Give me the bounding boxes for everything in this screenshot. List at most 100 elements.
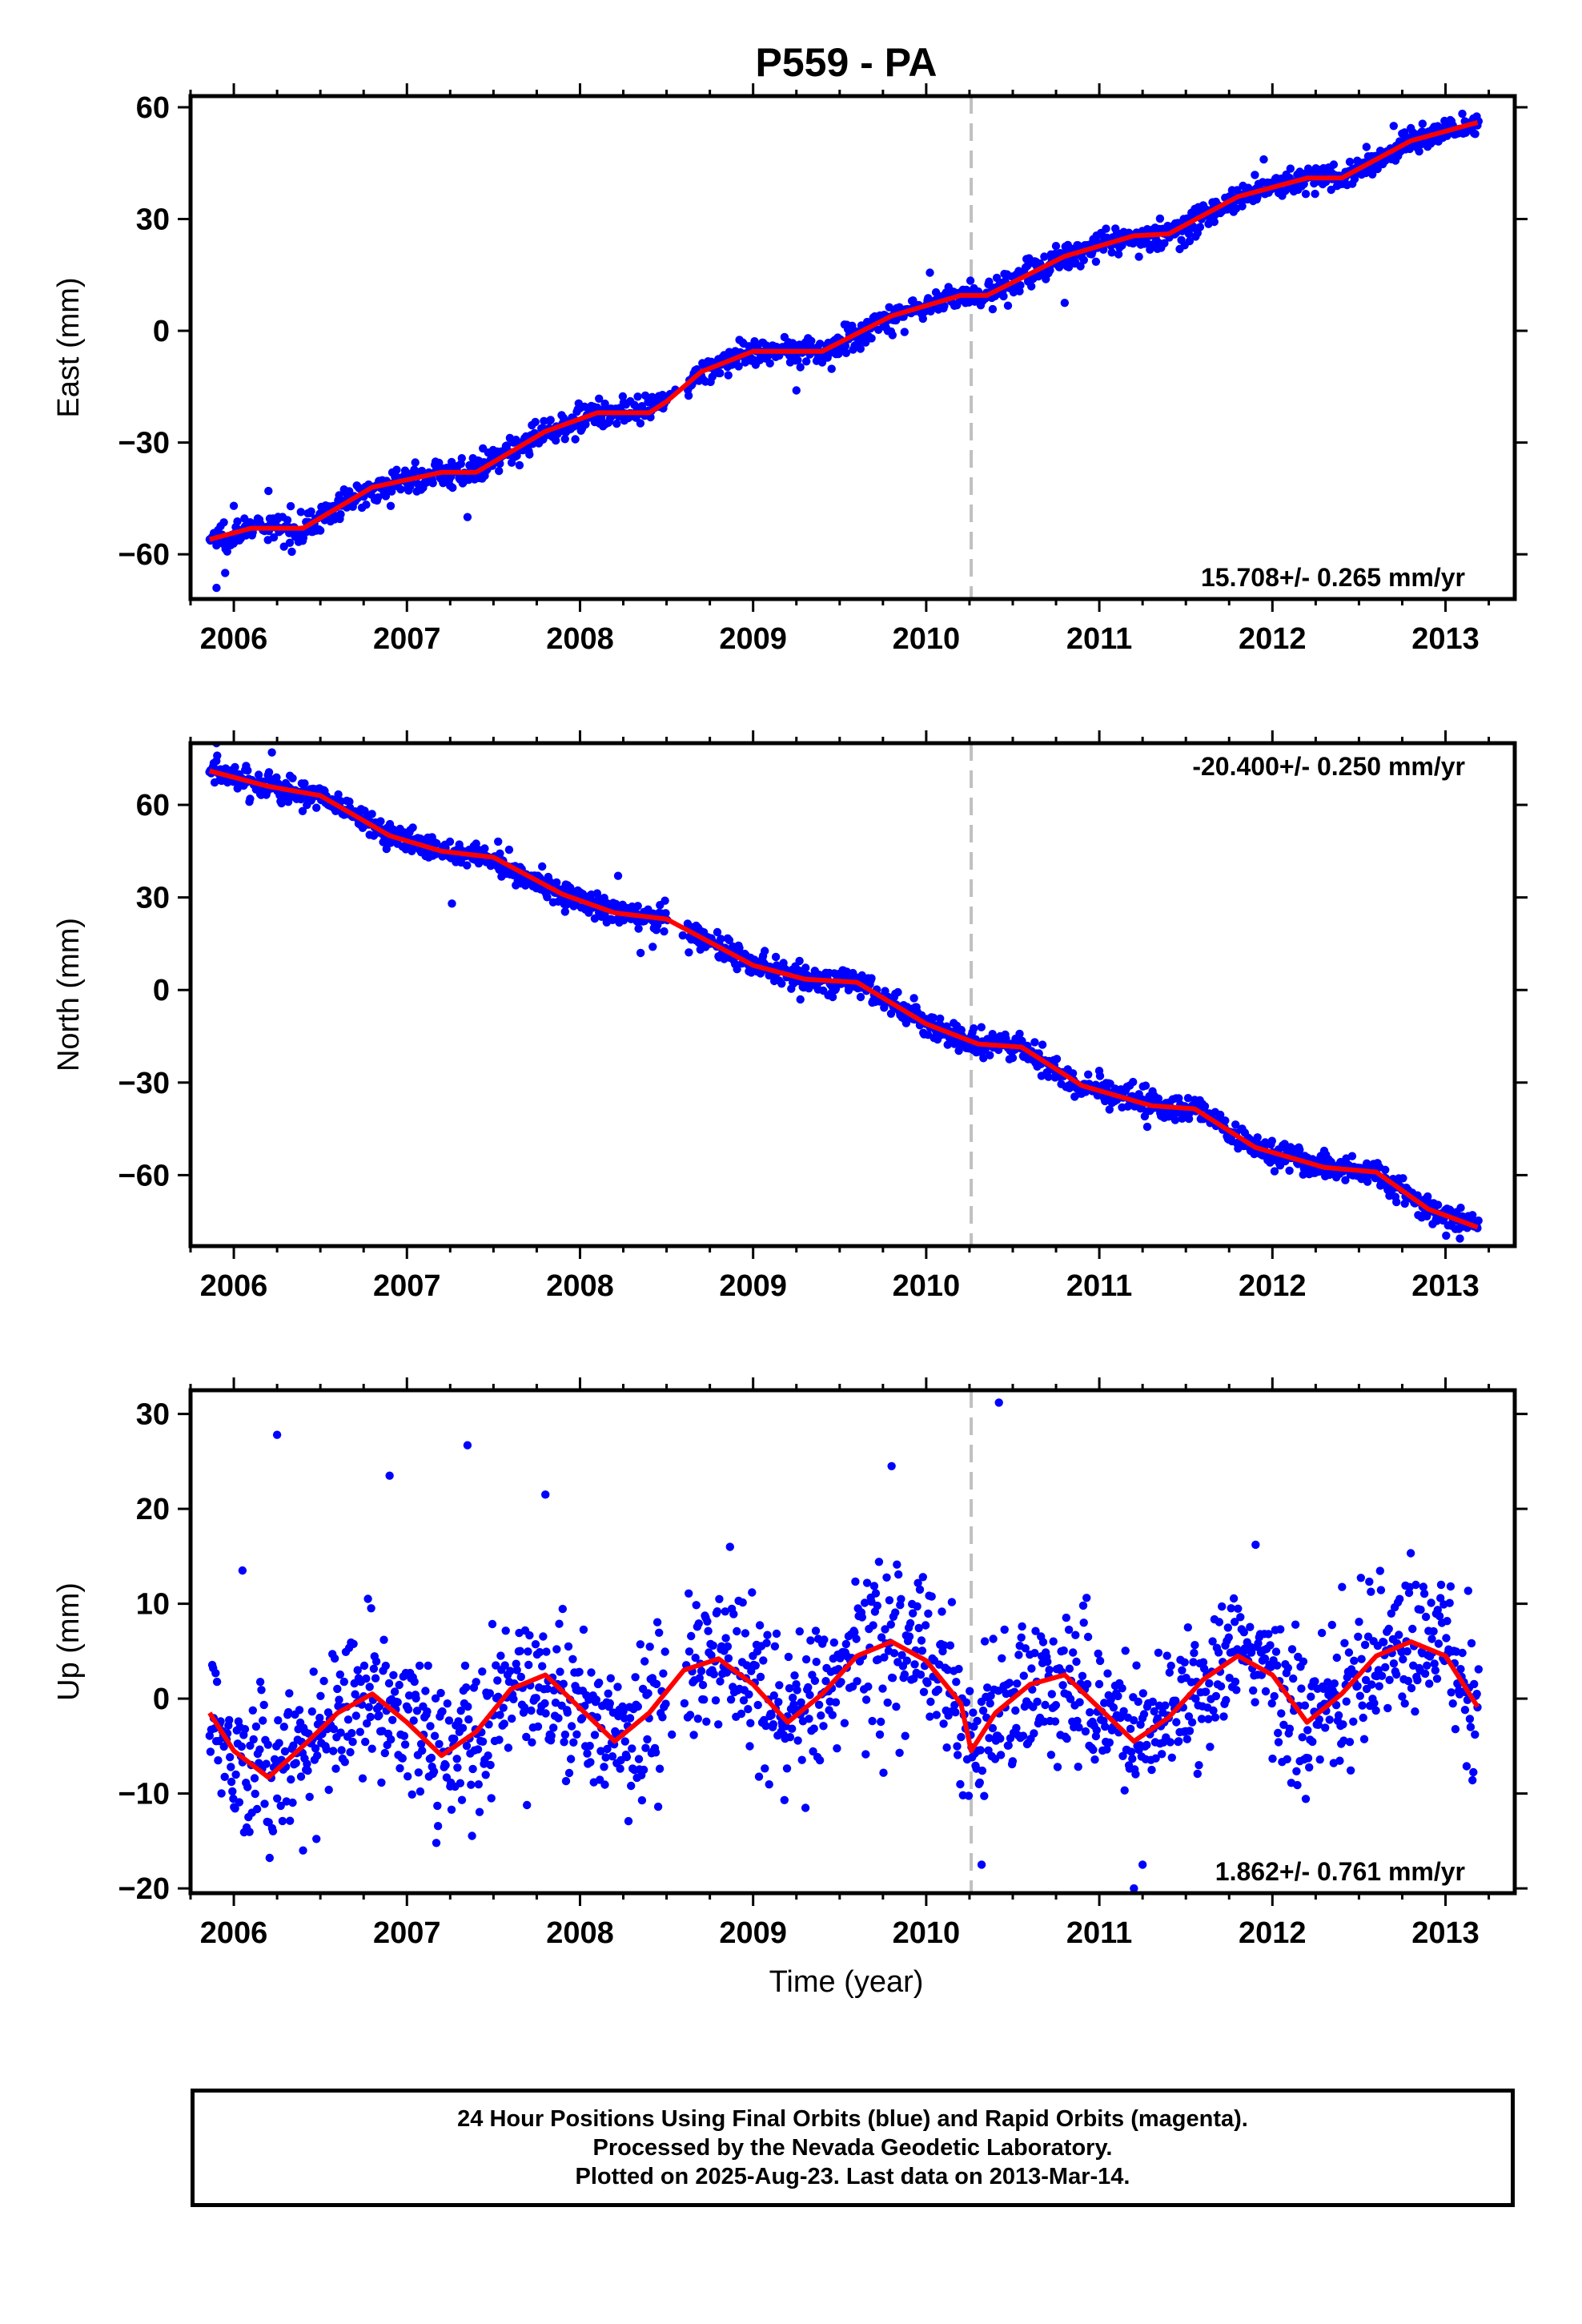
data-point (926, 1697, 935, 1707)
data-point (355, 1727, 364, 1736)
data-point (456, 1707, 465, 1715)
data-point (412, 1707, 422, 1715)
data-point (809, 1747, 817, 1756)
data-point (809, 1724, 818, 1733)
data-point (759, 1656, 768, 1665)
data-point (715, 1594, 724, 1604)
data-point (1154, 1648, 1163, 1657)
data-point (622, 1752, 632, 1762)
data-point (979, 1054, 988, 1063)
x-tick-label: 2011 (1066, 622, 1132, 656)
data-point (395, 1680, 404, 1690)
data-point (986, 1691, 995, 1700)
data-point (721, 1607, 729, 1616)
data-point (496, 1651, 505, 1660)
data-point (691, 1653, 700, 1663)
data-point (733, 1626, 741, 1636)
data-point (789, 1700, 798, 1709)
data-point (628, 1744, 636, 1753)
data-point (785, 1684, 794, 1693)
data-point (970, 1024, 978, 1033)
data-point (661, 1647, 669, 1656)
outlier-point (887, 1462, 896, 1470)
data-point (231, 1770, 240, 1779)
data-point (714, 1720, 723, 1729)
data-point (1118, 1751, 1127, 1760)
data-point (561, 1776, 571, 1786)
y-tick-label: 60 (136, 91, 170, 125)
data-point (1387, 1609, 1396, 1618)
data-point (596, 1747, 605, 1755)
data-point (1379, 1638, 1388, 1647)
data-point (1325, 1715, 1334, 1724)
outlier-point (212, 583, 221, 593)
data-point (1174, 1737, 1183, 1746)
data-point (555, 1619, 564, 1628)
data-point (443, 1699, 452, 1708)
data-point (1171, 1696, 1180, 1705)
data-point (952, 1678, 961, 1687)
data-point (1474, 1665, 1484, 1674)
plot-frame (188, 741, 1517, 1248)
data-point (867, 334, 876, 343)
data-point (861, 1750, 870, 1759)
data-point (916, 1671, 926, 1679)
data-point (1283, 1755, 1291, 1763)
up-panel: 2006 2007 2008 2009 2010 2011 2012 2013−20−1001… (52, 1377, 1528, 1950)
x-tick-label: 2008 (546, 622, 614, 656)
data-point (536, 1647, 544, 1657)
data-point (1371, 1706, 1380, 1715)
data-point (286, 1816, 295, 1825)
data-point (435, 1739, 444, 1748)
data-point (1120, 1786, 1129, 1795)
data-point (886, 1620, 896, 1629)
data-point (1161, 1701, 1170, 1710)
data-point (1184, 229, 1194, 239)
x-tick-label: 2011 (1066, 1916, 1132, 1950)
data-point (1298, 1733, 1307, 1742)
data-point (367, 1744, 376, 1753)
outlier-point (541, 1490, 550, 1499)
data-point (1442, 1634, 1451, 1642)
data-point (346, 1747, 355, 1757)
data-point (1231, 1677, 1240, 1687)
data-point (1344, 1648, 1354, 1657)
data-point (805, 1691, 814, 1699)
data-point (249, 1735, 258, 1744)
data-point (335, 1670, 344, 1679)
data-point (811, 1626, 821, 1635)
data-point (893, 987, 902, 997)
data-point (856, 992, 865, 1002)
data-point (1197, 1715, 1207, 1723)
data-point (878, 1684, 887, 1693)
data-point (274, 1716, 283, 1725)
data-point (543, 893, 552, 902)
data-point (417, 466, 427, 476)
data-point (412, 1694, 420, 1703)
y-tick-label: 10 (136, 1588, 170, 1622)
data-point (1345, 157, 1355, 167)
data-point (915, 1585, 925, 1594)
data-point (767, 1711, 776, 1719)
data-point (1103, 1669, 1112, 1678)
caption-box: 24 Hour Positions Using Final Orbits (bl… (191, 2089, 1515, 2207)
data-point (1147, 1765, 1156, 1775)
data-point (1381, 1663, 1390, 1672)
data-point (1129, 1077, 1138, 1087)
data-point (571, 435, 580, 444)
data-point (1423, 1661, 1431, 1670)
data-point (723, 1642, 733, 1651)
data-point (1046, 1751, 1056, 1759)
data-point (1432, 1675, 1442, 1683)
data-point (275, 1739, 283, 1747)
data-point (815, 340, 825, 348)
data-point (1365, 1577, 1374, 1586)
data-point (371, 1657, 381, 1666)
data-point (1005, 1679, 1014, 1687)
outlier-point (1259, 155, 1268, 164)
data-point (636, 419, 645, 428)
data-point (716, 368, 725, 378)
data-point (447, 1805, 456, 1814)
data-point (1431, 1666, 1440, 1675)
data-point (804, 1683, 813, 1692)
